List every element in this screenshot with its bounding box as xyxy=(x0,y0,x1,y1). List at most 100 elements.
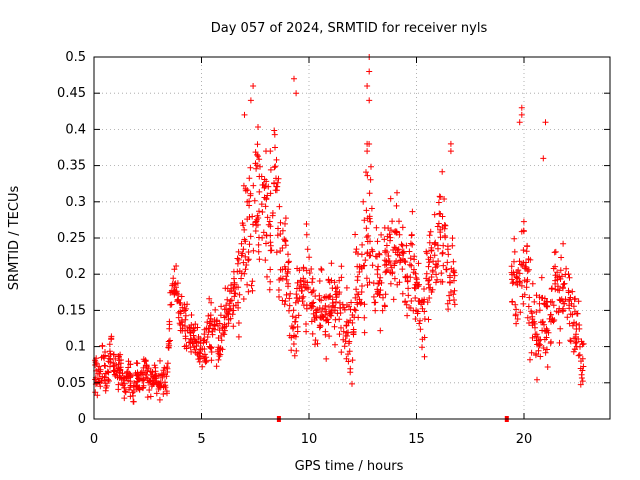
data-point xyxy=(252,228,259,234)
data-point xyxy=(208,357,215,364)
data-point xyxy=(411,284,418,291)
data-point xyxy=(290,324,297,331)
data-point xyxy=(559,285,566,292)
data-point xyxy=(328,277,335,284)
data-point xyxy=(363,225,370,232)
data-point xyxy=(238,240,245,247)
data-point xyxy=(251,197,258,204)
data-point xyxy=(217,351,224,358)
data-point xyxy=(542,119,549,126)
data-point xyxy=(288,323,295,330)
data-point xyxy=(267,247,274,254)
data-point xyxy=(267,232,274,239)
data-point xyxy=(364,83,371,89)
data-point xyxy=(336,277,343,284)
data-point xyxy=(442,234,449,241)
data-point xyxy=(369,262,376,269)
data-point xyxy=(391,244,398,251)
data-point xyxy=(153,390,160,397)
data-point xyxy=(242,266,249,273)
data-point xyxy=(399,266,406,273)
data-point xyxy=(143,362,150,369)
data-point xyxy=(340,304,347,311)
data-point xyxy=(238,270,245,277)
data-point xyxy=(264,214,271,221)
data-point xyxy=(518,111,525,118)
data-point xyxy=(331,279,338,286)
data-point xyxy=(144,368,151,374)
data-point xyxy=(388,227,394,234)
data-point xyxy=(517,309,524,316)
data-point xyxy=(292,318,299,325)
y-tick-label: 0.05 xyxy=(57,376,86,391)
data-point xyxy=(239,220,246,227)
data-point xyxy=(136,386,143,393)
data-point xyxy=(366,190,373,197)
data-point xyxy=(228,297,235,304)
data-point xyxy=(139,377,146,384)
data-point xyxy=(336,289,343,296)
data-point xyxy=(439,168,446,175)
data-point xyxy=(170,275,177,282)
data-point xyxy=(353,286,360,293)
data-point xyxy=(282,298,289,305)
data-point xyxy=(101,355,108,362)
x-tick-label: 0 xyxy=(90,432,98,447)
data-point xyxy=(244,281,251,288)
data-point xyxy=(221,324,228,330)
data-point xyxy=(443,266,450,273)
data-point xyxy=(407,274,414,281)
data-point xyxy=(279,297,286,304)
data-point xyxy=(389,218,396,225)
data-point xyxy=(364,172,371,179)
data-point xyxy=(146,378,153,385)
data-point xyxy=(397,257,404,264)
data-point xyxy=(560,281,567,288)
data-point xyxy=(223,302,230,309)
data-point xyxy=(256,256,263,263)
data-point xyxy=(561,300,568,307)
data-point xyxy=(209,331,216,338)
data-point xyxy=(535,340,542,347)
data-point xyxy=(419,336,426,343)
data-point xyxy=(166,321,173,328)
data-point xyxy=(230,323,237,330)
data-point xyxy=(242,187,249,194)
data-point xyxy=(567,337,574,344)
data-point xyxy=(225,316,232,323)
data-point xyxy=(300,265,307,272)
x-tick-label: 5 xyxy=(197,432,205,447)
data-point xyxy=(163,388,170,395)
data-point xyxy=(266,218,273,225)
data-point xyxy=(346,303,352,310)
data-point xyxy=(408,262,415,269)
data-point xyxy=(290,307,297,314)
data-point xyxy=(147,368,154,375)
data-point xyxy=(343,322,350,329)
data-point xyxy=(535,347,542,354)
data-point xyxy=(441,225,448,232)
data-point xyxy=(561,280,568,287)
data-point xyxy=(232,290,239,297)
data-point xyxy=(399,224,406,231)
data-point xyxy=(277,231,284,237)
data-point xyxy=(247,190,254,197)
data-point xyxy=(138,369,145,376)
data-point xyxy=(186,339,192,346)
data-point xyxy=(400,250,407,257)
data-point xyxy=(526,320,532,326)
data-point xyxy=(212,306,219,313)
data-point xyxy=(103,382,110,389)
data-point xyxy=(160,383,167,390)
data-point xyxy=(316,296,323,303)
data-point xyxy=(285,259,292,266)
data-point xyxy=(381,303,388,310)
data-point xyxy=(255,124,261,130)
data-point xyxy=(427,254,434,261)
data-point xyxy=(447,289,454,295)
data-point xyxy=(173,263,180,269)
data-point xyxy=(216,320,223,327)
data-point xyxy=(203,339,210,345)
data-point xyxy=(556,339,563,346)
data-point xyxy=(271,127,278,134)
